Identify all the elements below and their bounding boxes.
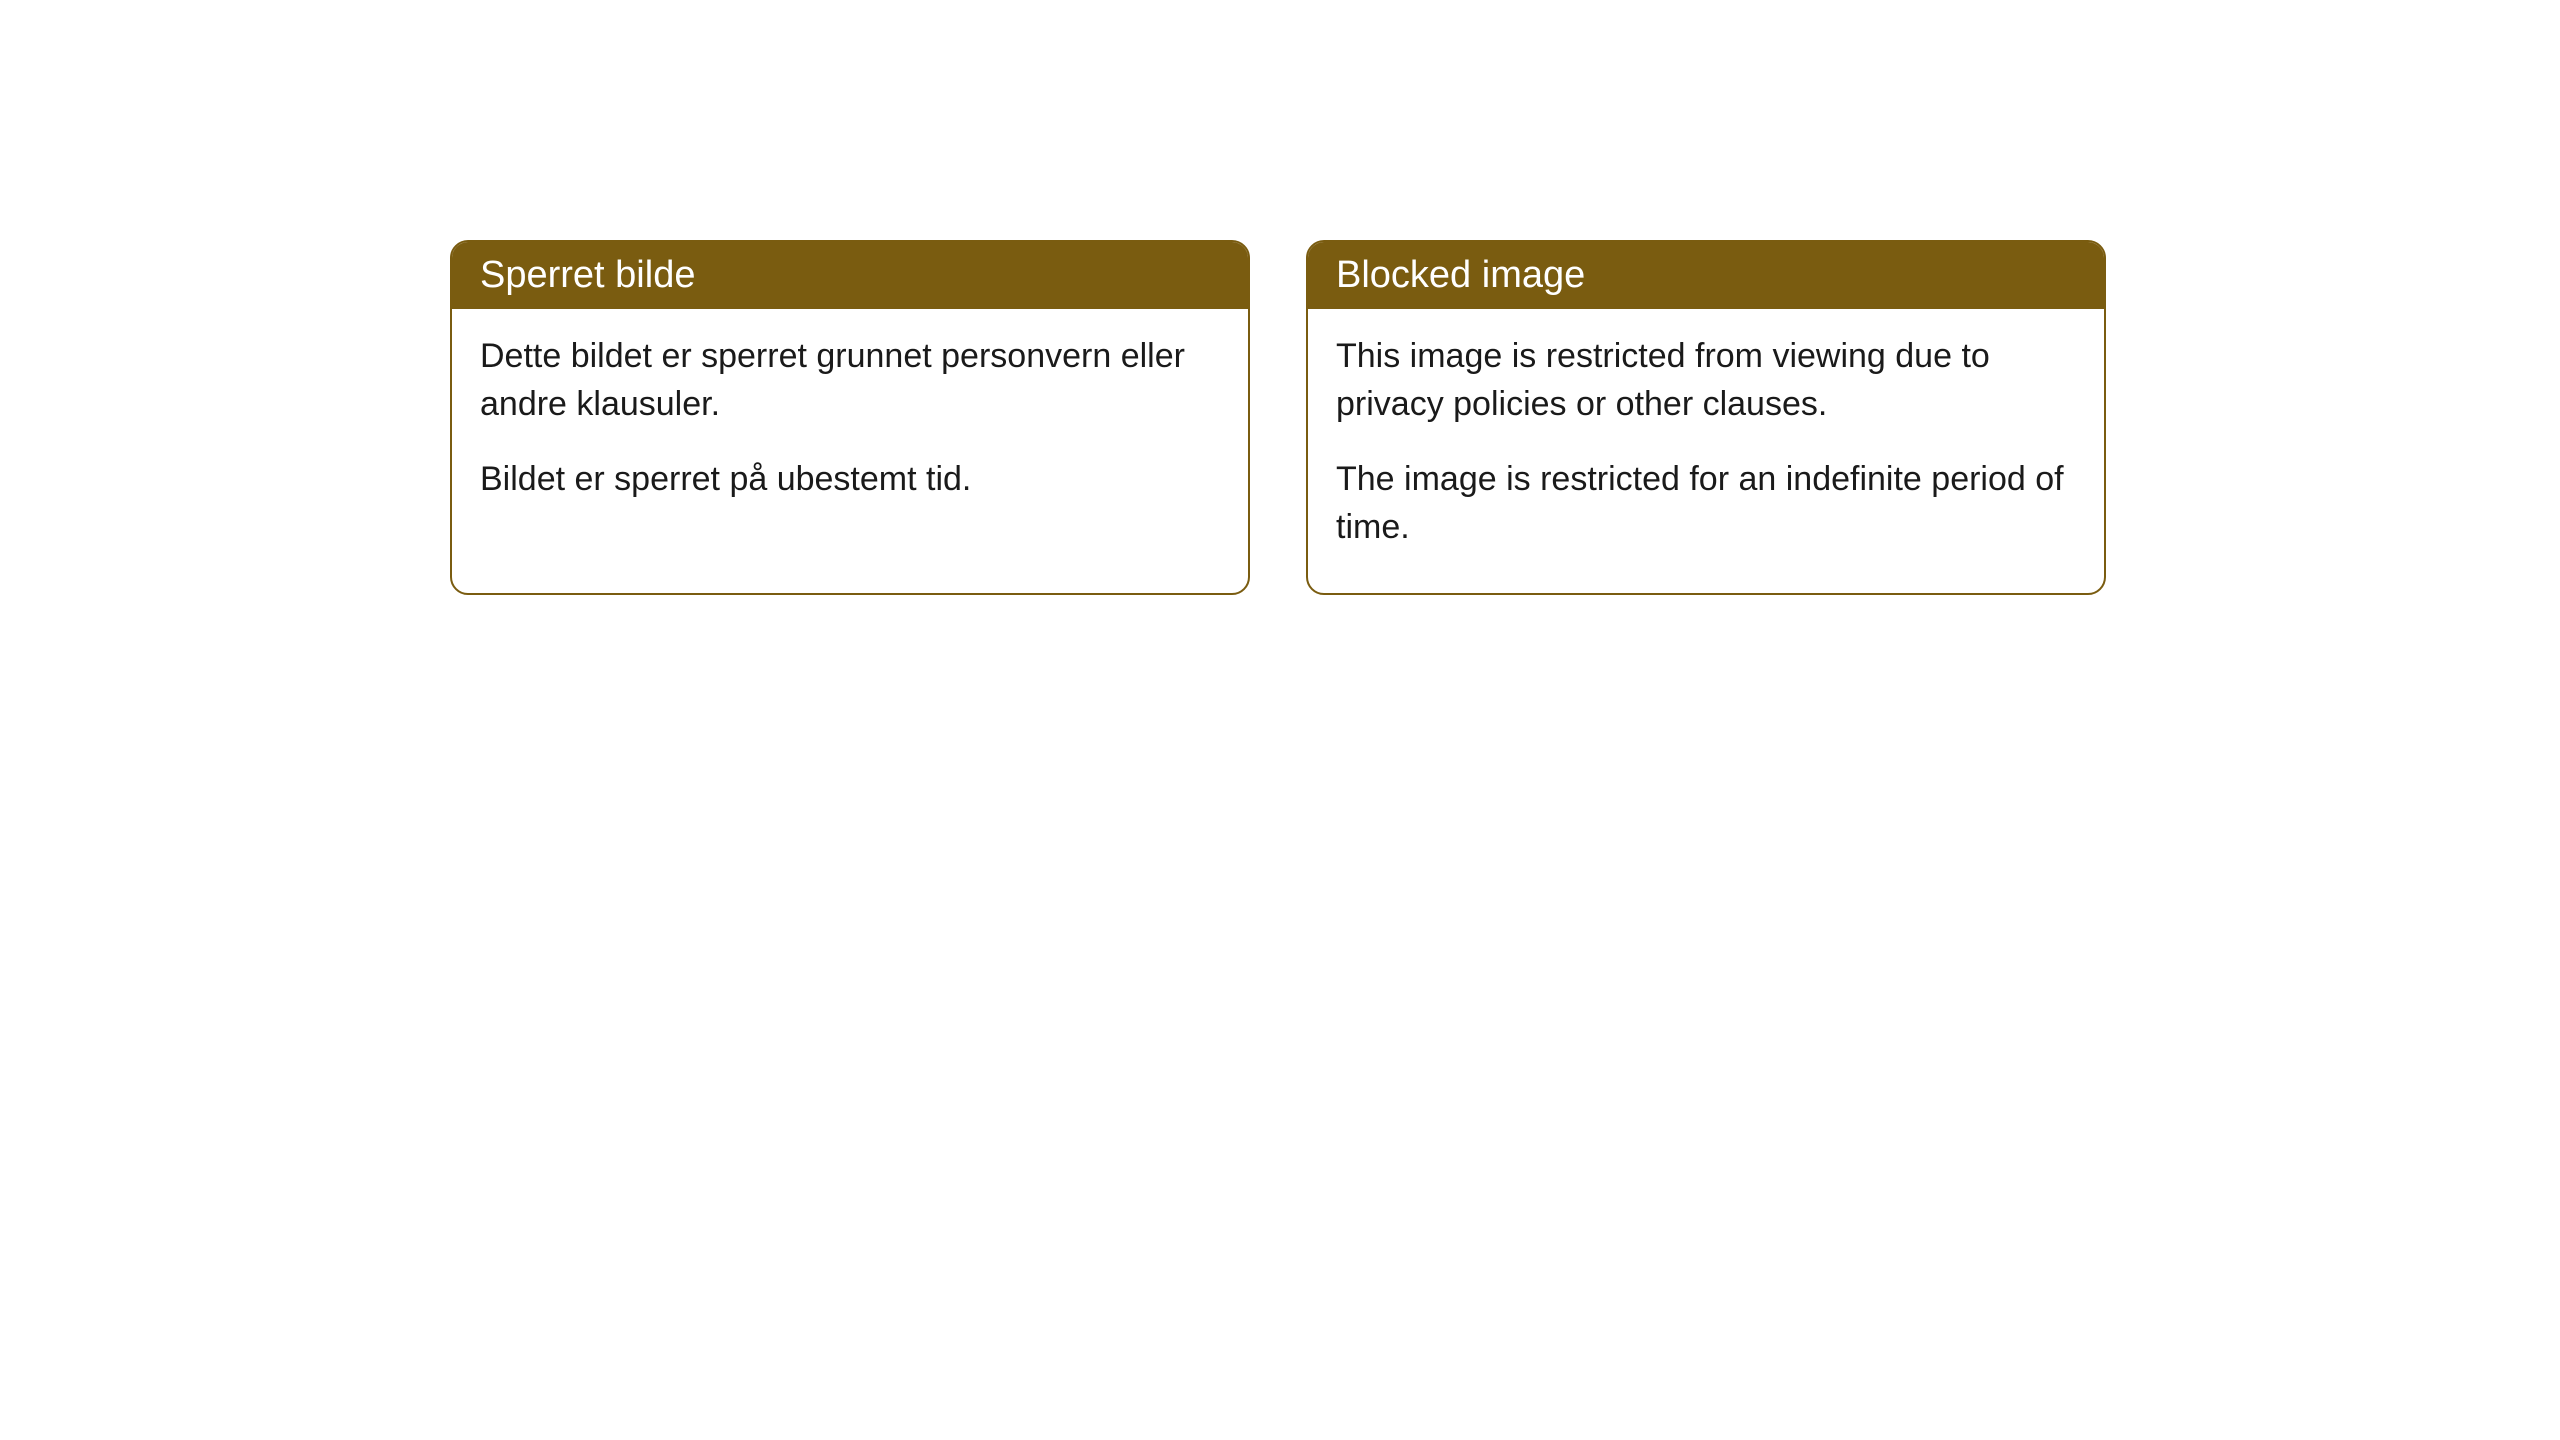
notice-cards-container: Sperret bilde Dette bildet er sperret gr… (450, 240, 2106, 595)
card-paragraph-2: Bildet er sperret på ubestemt tid. (480, 456, 1220, 504)
card-body: This image is restricted from viewing du… (1308, 309, 2104, 593)
card-paragraph-1: Dette bildet er sperret grunnet personve… (480, 333, 1220, 428)
card-header: Sperret bilde (452, 242, 1248, 309)
card-header: Blocked image (1308, 242, 2104, 309)
notice-card-norwegian: Sperret bilde Dette bildet er sperret gr… (450, 240, 1250, 595)
card-title: Sperret bilde (480, 254, 695, 296)
card-paragraph-1: This image is restricted from viewing du… (1336, 333, 2076, 428)
notice-card-english: Blocked image This image is restricted f… (1306, 240, 2106, 595)
card-body: Dette bildet er sperret grunnet personve… (452, 309, 1248, 546)
card-paragraph-2: The image is restricted for an indefinit… (1336, 456, 2076, 551)
card-title: Blocked image (1336, 254, 1585, 296)
